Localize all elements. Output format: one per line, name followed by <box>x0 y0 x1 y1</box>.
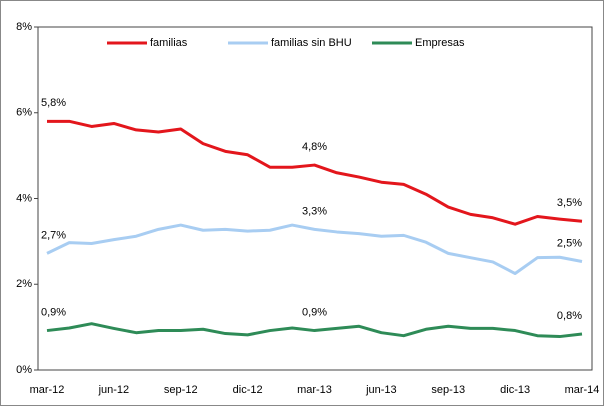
x-tick-label: jun-13 <box>365 384 397 396</box>
data-label: 2,7% <box>41 229 66 241</box>
data-label: 4,8% <box>302 141 327 153</box>
y-tick-label: 8% <box>16 21 32 33</box>
y-tick-label: 6% <box>16 107 32 119</box>
data-label: 0,8% <box>557 310 582 322</box>
legend-label: familias sin BHU <box>271 37 352 49</box>
x-tick-label: mar-14 <box>565 384 600 396</box>
x-tick-label: dic-12 <box>233 384 263 396</box>
x-tick-label: sep-13 <box>431 384 465 396</box>
series-line <box>46 223 583 276</box>
x-tick-label: jun-12 <box>98 384 130 396</box>
legend-label: Empresas <box>415 37 465 49</box>
y-tick-label: 0% <box>16 364 32 376</box>
x-tick-label: sep-12 <box>164 384 198 396</box>
series-line <box>46 322 583 339</box>
x-tick-label: mar-13 <box>297 384 332 396</box>
y-tick-label: 2% <box>16 278 32 290</box>
legend-label: familias <box>150 37 188 49</box>
series-line <box>47 119 583 226</box>
data-label: 5,8% <box>41 97 66 109</box>
x-tick-label: mar-12 <box>30 384 65 396</box>
data-label: 3,5% <box>557 197 582 209</box>
data-label: 0,9% <box>302 306 327 318</box>
data-label: 3,3% <box>302 205 327 217</box>
y-tick-label: 4% <box>16 192 32 204</box>
data-label: 0,9% <box>41 306 66 318</box>
x-tick-label: dic-13 <box>500 384 530 396</box>
data-label: 2,5% <box>557 237 582 249</box>
